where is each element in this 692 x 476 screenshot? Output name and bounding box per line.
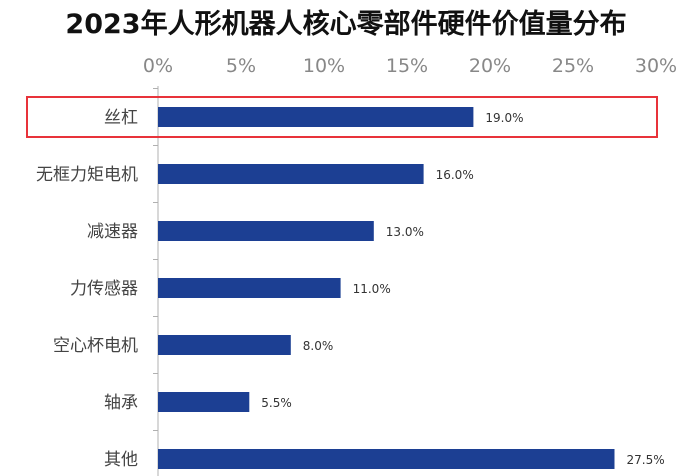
- category-label: 力传感器: [70, 279, 138, 299]
- data-label: 8.0%: [303, 339, 334, 353]
- bar: [158, 164, 424, 184]
- x-tick-label: 0%: [143, 55, 173, 77]
- bar: [158, 335, 291, 355]
- bar: [158, 107, 474, 127]
- category-label: 轴承: [104, 393, 138, 413]
- data-label: 27.5%: [627, 453, 665, 467]
- category-label: 空心杯电机: [53, 336, 138, 356]
- chart-title: 2023年人形机器人核心零部件硬件价值量分布: [65, 9, 627, 40]
- category-label: 无框力矩电机: [36, 165, 138, 185]
- x-tick-label: 25%: [552, 55, 594, 77]
- x-axis-ticks: 0% 5% 10% 15% 20% 25% 30%: [143, 55, 677, 77]
- y-axis: [153, 86, 159, 476]
- bar: [158, 278, 341, 298]
- category-label: 减速器: [87, 222, 138, 242]
- x-tick-label: 20%: [469, 55, 511, 77]
- x-tick-label: 10%: [303, 55, 345, 77]
- data-label: 5.5%: [261, 396, 292, 410]
- category-label: 其他: [104, 450, 138, 470]
- x-tick-label: 15%: [386, 55, 428, 77]
- data-label: 19.0%: [485, 111, 523, 125]
- bar: [158, 392, 250, 412]
- category-label: 丝杠: [104, 108, 138, 128]
- highlight: [26, 96, 658, 138]
- bar: [158, 449, 615, 469]
- data-labels: 19.0% 16.0% 13.0% 11.0% 8.0% 5.5% 27.5%: [261, 111, 664, 467]
- bars: [158, 107, 615, 469]
- data-label: 11.0%: [353, 282, 391, 296]
- bar: [158, 221, 374, 241]
- data-label: 13.0%: [386, 225, 424, 239]
- x-tick-label: 5%: [226, 55, 256, 77]
- x-tick-label: 30%: [635, 55, 677, 77]
- highlight-box: [26, 96, 658, 138]
- data-label: 16.0%: [436, 168, 474, 182]
